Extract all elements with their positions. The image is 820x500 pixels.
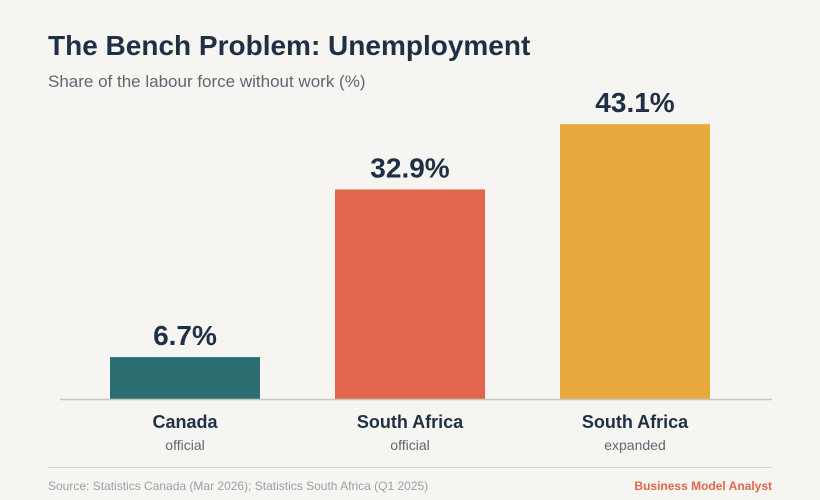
bar-1: [110, 357, 260, 400]
brand-credit: Business Model Analyst: [634, 479, 772, 493]
data-label-1: 6.7%: [153, 320, 217, 351]
source-note: Source: Statistics Canada (Mar 2026); St…: [48, 479, 429, 493]
category-sublabel-3: expanded: [604, 437, 666, 453]
category-label-2: South Africa: [357, 412, 464, 432]
footer-divider: [48, 467, 772, 468]
category-label-3: South Africa: [582, 412, 689, 432]
labels-group: 6.7% Canada official 32.9% South Africa offic…: [152, 87, 689, 453]
data-label-2: 32.9%: [370, 152, 449, 183]
bars-group: [110, 124, 710, 400]
bar-3: [560, 124, 710, 400]
category-label-1: Canada: [152, 412, 218, 432]
data-label-3: 43.1%: [595, 87, 674, 118]
bar-chart: 6.7% Canada official 32.9% South Africa offic…: [60, 87, 772, 453]
category-sublabel-2: official: [390, 437, 429, 453]
chart-subtitle: Share of the labour force without work (…: [48, 72, 366, 91]
bar-2: [335, 189, 485, 400]
chart-title: The Bench Problem: Unemployment: [48, 30, 531, 61]
category-sublabel-1: official: [165, 437, 204, 453]
